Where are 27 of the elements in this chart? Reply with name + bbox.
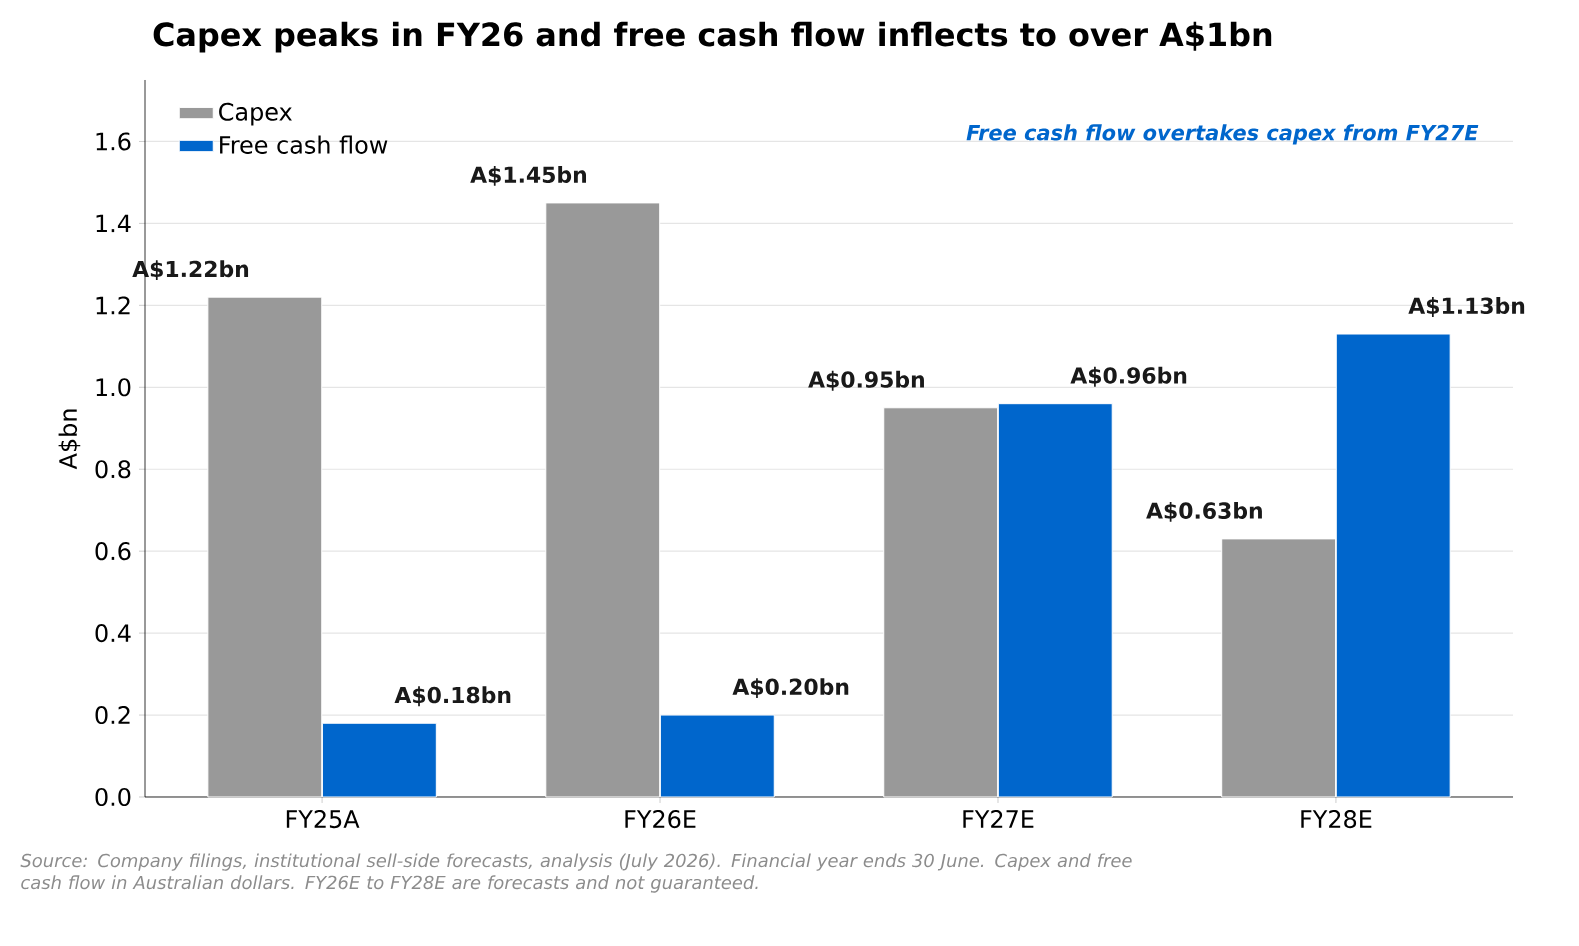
annotation: Free cash flow overtakes capex from FY27E (966, 124, 1479, 145)
data-label: A$0.95bn (808, 370, 924, 391)
data-label: A$1.22bn (132, 260, 249, 281)
data-label: A$0.18bn (394, 686, 511, 707)
y-tick-label: 0.4 (95, 624, 131, 643)
legend-label: Free cash flow (220, 135, 388, 154)
chart-title: Capex peaks in FY26 and free cash flow inflects to over A$1bn (153, 21, 1272, 53)
y-tick-label: 1.6 (96, 132, 131, 151)
x-tick-label: FY28E (1301, 810, 1372, 829)
x-tick-label: FY27E (963, 810, 1034, 828)
y-tick-label: 1.0 (96, 378, 131, 397)
source-note: Source: Company filings, institutional sell-side forecasts, analysis (July 2026). Financial year ends 30 June. Capex and free cash flow in Australian dollars. FY26E to FY28E are forecasts and not guaranteed. (20, 853, 1132, 893)
y-tick-label: 0.2 (95, 706, 130, 725)
y-axis-title: A$bn (58, 409, 81, 470)
y-tick-label: 0.8 (95, 460, 131, 479)
x-tick-label: FY25A (286, 810, 360, 829)
y-tick-label: 0.6 (95, 542, 131, 561)
data-label: A$1.45bn (470, 165, 587, 186)
data-label: A$0.63bn (1146, 501, 1262, 522)
y-tick-label: 1.4 (96, 214, 131, 233)
y-tick-label: 1.2 (96, 296, 130, 315)
data-label: A$0.96bn (1070, 366, 1187, 387)
x-tick-label: FY26E (625, 810, 696, 829)
data-label: A$1.13bn (1408, 297, 1525, 317)
data-label: A$0.20bn (732, 678, 849, 699)
legend-label: Capex (219, 102, 292, 126)
y-tick-label: 0.0 (95, 787, 131, 807)
